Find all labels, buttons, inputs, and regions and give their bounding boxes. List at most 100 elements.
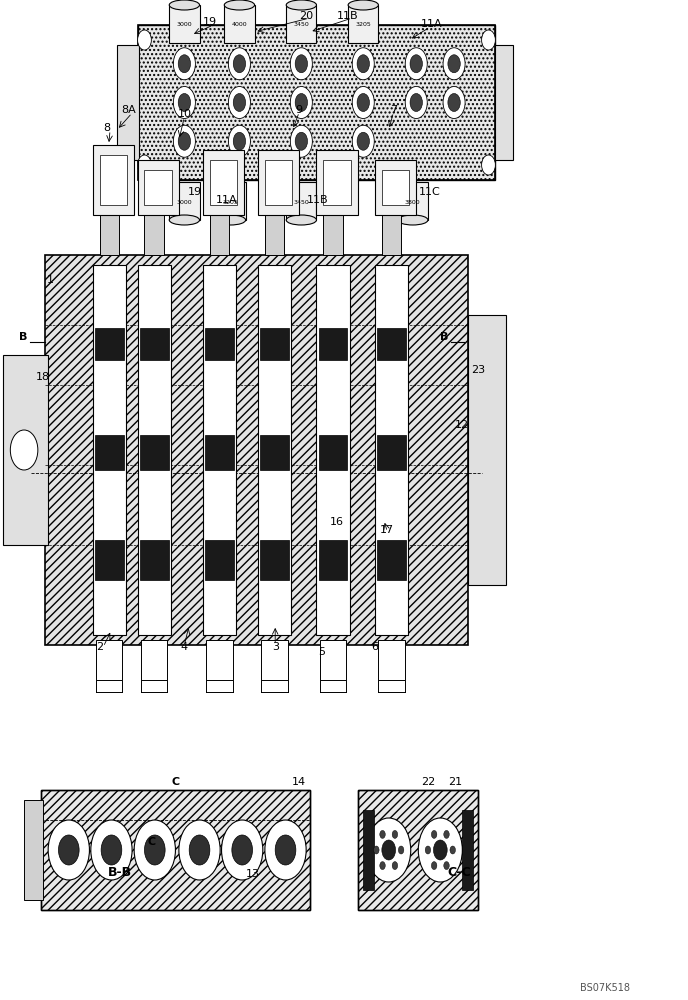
- Bar: [363, 810, 374, 890]
- Circle shape: [265, 820, 306, 880]
- Circle shape: [382, 840, 396, 860]
- Bar: [3, 355, 48, 545]
- Text: 14: 14: [292, 777, 306, 787]
- Circle shape: [425, 846, 431, 854]
- Bar: [138, 265, 171, 635]
- Text: 3450: 3450: [294, 200, 309, 205]
- Ellipse shape: [286, 215, 316, 225]
- Text: 5: 5: [318, 647, 325, 657]
- Bar: [320, 640, 346, 680]
- Circle shape: [380, 862, 385, 870]
- Circle shape: [178, 55, 191, 73]
- Bar: [24, 800, 43, 900]
- Circle shape: [189, 835, 210, 865]
- Bar: [140, 435, 169, 470]
- Bar: [286, 5, 316, 43]
- Circle shape: [352, 125, 374, 157]
- Text: 3800: 3800: [405, 200, 420, 205]
- Circle shape: [228, 87, 250, 118]
- Circle shape: [295, 132, 308, 150]
- Text: 3000: 3000: [177, 22, 192, 27]
- Text: 8: 8: [103, 123, 110, 133]
- Circle shape: [433, 840, 447, 860]
- Bar: [495, 45, 513, 160]
- Text: 4000: 4000: [232, 22, 247, 27]
- Circle shape: [134, 820, 175, 880]
- Bar: [375, 160, 416, 215]
- Bar: [45, 255, 468, 645]
- Text: 22: 22: [421, 777, 435, 787]
- Bar: [138, 160, 179, 215]
- Bar: [258, 150, 299, 215]
- Circle shape: [233, 132, 246, 150]
- Circle shape: [398, 846, 404, 854]
- Circle shape: [179, 820, 220, 880]
- Bar: [319, 435, 347, 470]
- Bar: [382, 215, 401, 255]
- Bar: [95, 540, 124, 580]
- Circle shape: [138, 155, 151, 175]
- Bar: [398, 182, 428, 220]
- Text: 11A: 11A: [421, 19, 443, 29]
- Circle shape: [275, 835, 296, 865]
- Bar: [468, 315, 506, 585]
- Text: 23: 23: [471, 365, 485, 375]
- Text: 11C: 11C: [419, 187, 441, 197]
- Ellipse shape: [348, 0, 378, 10]
- Bar: [224, 5, 255, 43]
- Bar: [144, 215, 164, 255]
- Text: 3205: 3205: [223, 200, 238, 205]
- Circle shape: [173, 87, 195, 118]
- Bar: [138, 25, 495, 180]
- Text: 4: 4: [181, 642, 188, 652]
- Circle shape: [443, 87, 465, 118]
- Bar: [462, 810, 473, 890]
- Text: 8A: 8A: [121, 105, 136, 115]
- Circle shape: [228, 48, 250, 80]
- Bar: [203, 265, 236, 635]
- Bar: [286, 182, 316, 220]
- Bar: [319, 540, 347, 580]
- Bar: [140, 328, 169, 360]
- Circle shape: [410, 55, 422, 73]
- Text: 3205: 3205: [356, 22, 371, 27]
- Text: 10: 10: [178, 109, 191, 119]
- Circle shape: [357, 132, 369, 150]
- Text: B: B: [19, 332, 27, 342]
- Circle shape: [352, 87, 374, 118]
- Circle shape: [232, 835, 252, 865]
- Text: 21: 21: [449, 777, 462, 787]
- Text: 19: 19: [203, 17, 217, 27]
- Text: 11B: 11B: [336, 11, 358, 21]
- Circle shape: [392, 862, 398, 870]
- Bar: [260, 328, 289, 360]
- Bar: [258, 265, 291, 635]
- Bar: [375, 265, 408, 635]
- Text: 18: 18: [36, 372, 50, 382]
- Text: 13: 13: [246, 869, 259, 879]
- Circle shape: [173, 125, 195, 157]
- Circle shape: [357, 94, 369, 111]
- Bar: [41, 790, 310, 910]
- Text: BS07K518: BS07K518: [581, 983, 630, 993]
- Circle shape: [374, 846, 379, 854]
- Bar: [316, 150, 358, 215]
- Bar: [169, 182, 200, 220]
- Ellipse shape: [169, 215, 200, 225]
- Bar: [96, 640, 122, 680]
- Circle shape: [295, 94, 308, 111]
- Text: 7: 7: [390, 105, 397, 115]
- Bar: [323, 215, 343, 255]
- Circle shape: [222, 820, 263, 880]
- Circle shape: [392, 830, 398, 838]
- Text: 1: 1: [47, 275, 54, 285]
- Circle shape: [357, 55, 369, 73]
- Bar: [358, 790, 478, 910]
- Circle shape: [173, 48, 195, 80]
- Bar: [138, 25, 495, 180]
- Bar: [265, 160, 292, 205]
- Bar: [95, 328, 124, 360]
- Text: 11B: 11B: [307, 195, 329, 205]
- Circle shape: [418, 818, 462, 882]
- Circle shape: [10, 430, 38, 470]
